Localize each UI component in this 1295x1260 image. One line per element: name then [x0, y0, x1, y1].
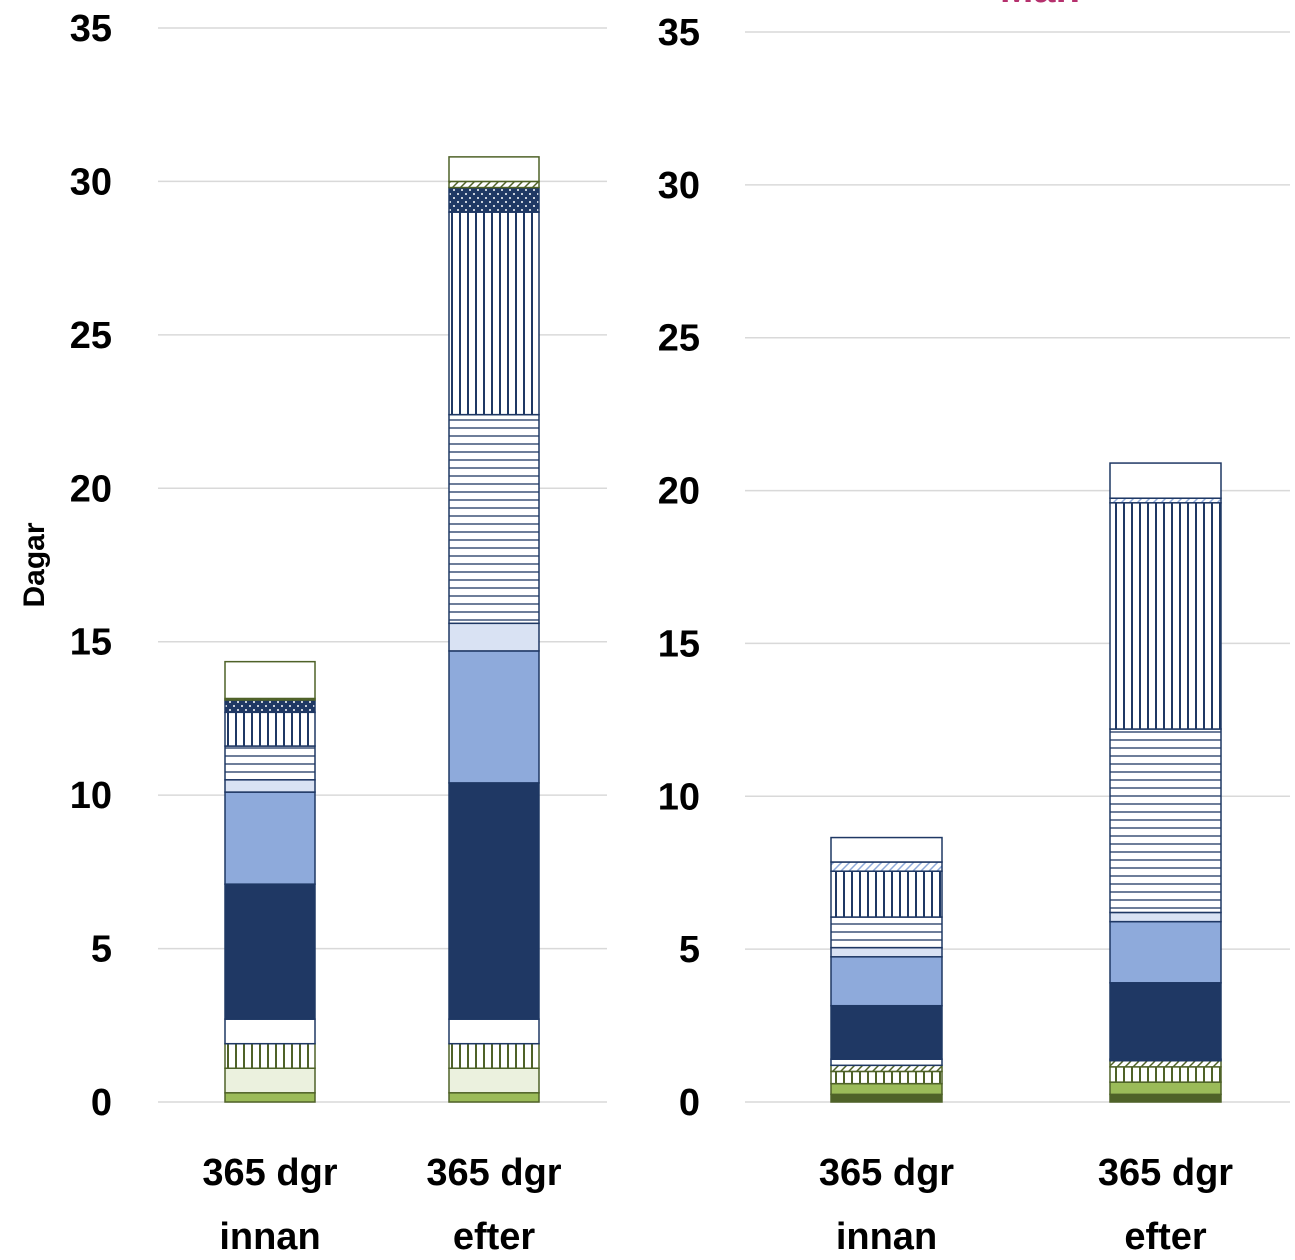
bar-segment [224, 1092, 316, 1103]
y-tick-label: 25 [70, 315, 112, 357]
bar-segment [1109, 1081, 1222, 1096]
y-tick-label: 10 [658, 776, 700, 818]
bar-segment [1109, 502, 1222, 730]
bar-segment [830, 1070, 943, 1085]
y-tick-label: 35 [70, 8, 112, 50]
bar-segment [830, 861, 943, 872]
bar-segment [224, 699, 316, 714]
label-line: 365 dgr [1098, 1152, 1233, 1194]
y-axis-label: Dagar [18, 522, 51, 607]
label-line: efter [1124, 1216, 1207, 1255]
label-line: efter [453, 1216, 536, 1255]
bar-segment [1109, 1093, 1222, 1103]
label-line: 365 dgr [202, 1152, 337, 1194]
bar-segment [448, 1067, 540, 1094]
bar-segment [1109, 1066, 1222, 1083]
bar-segment [830, 1093, 943, 1103]
bar-segment [1109, 920, 1222, 984]
bar-segment [224, 883, 316, 1020]
bar-segment [448, 156, 540, 183]
bar-segment [448, 650, 540, 784]
y-tick-label: 5 [679, 929, 700, 971]
bar-segment [224, 1018, 316, 1045]
bar-segment [830, 1058, 943, 1067]
bar-segment [830, 870, 943, 918]
label-line: 365 dgr [819, 1152, 954, 1194]
label-line: innan [219, 1216, 320, 1255]
y-tick-label: 15 [658, 623, 700, 665]
bar-segment [224, 660, 316, 700]
bar-segment [830, 1064, 943, 1073]
label-line: 365 dgr [426, 1152, 561, 1194]
y-tick-label: 0 [679, 1082, 700, 1124]
y-tick-label: 20 [658, 471, 700, 513]
y-tick-label: 30 [658, 165, 700, 207]
x-tick-label: 365 dgr efter [426, 1152, 561, 1255]
y-tick-label: 5 [91, 929, 112, 971]
bar-segment [448, 186, 540, 213]
bar-segment [448, 413, 540, 625]
bar-segment [448, 782, 540, 1020]
bar-segment [830, 946, 943, 958]
y-tick-label: 15 [70, 622, 112, 664]
bar-segment [1109, 982, 1222, 1060]
bar-segment [1109, 911, 1222, 923]
bar-segment [448, 1092, 540, 1103]
bar-segment [1109, 1059, 1222, 1068]
x-tick-label: 365 dgr innan [819, 1152, 954, 1255]
bar-segment [224, 1042, 316, 1069]
bar-segment [1109, 728, 1222, 914]
bar-segment [448, 1042, 540, 1069]
y-tick-label: 10 [70, 775, 112, 817]
bar-segment [448, 622, 540, 652]
chart-title: Män [1000, 0, 1080, 11]
x-tick-label: 365 dgr innan [202, 1152, 337, 1255]
bar-segment [224, 711, 316, 747]
y-tick-label: 25 [658, 318, 700, 360]
bar-segment [448, 211, 540, 416]
bar-segment [830, 1082, 943, 1096]
y-tick-label: 20 [70, 468, 112, 510]
x-tick-label: 365 dgr efter [1098, 1152, 1233, 1255]
bar-segment [224, 1067, 316, 1094]
bar-segment [448, 1018, 540, 1045]
bar-segment [224, 779, 316, 793]
bar-segment [224, 745, 316, 781]
bar-segment [830, 836, 943, 863]
label-line: innan [836, 1216, 937, 1255]
bar-segment [1109, 462, 1222, 499]
bar-segment [830, 956, 943, 1007]
bar-segment [830, 1004, 943, 1060]
bar-segment [830, 916, 943, 949]
bar-segment [224, 791, 316, 885]
y-tick-label: 35 [658, 12, 700, 54]
bar-segment [448, 180, 540, 189]
y-tick-label: 0 [91, 1082, 112, 1124]
y-tick-label: 30 [70, 161, 112, 203]
